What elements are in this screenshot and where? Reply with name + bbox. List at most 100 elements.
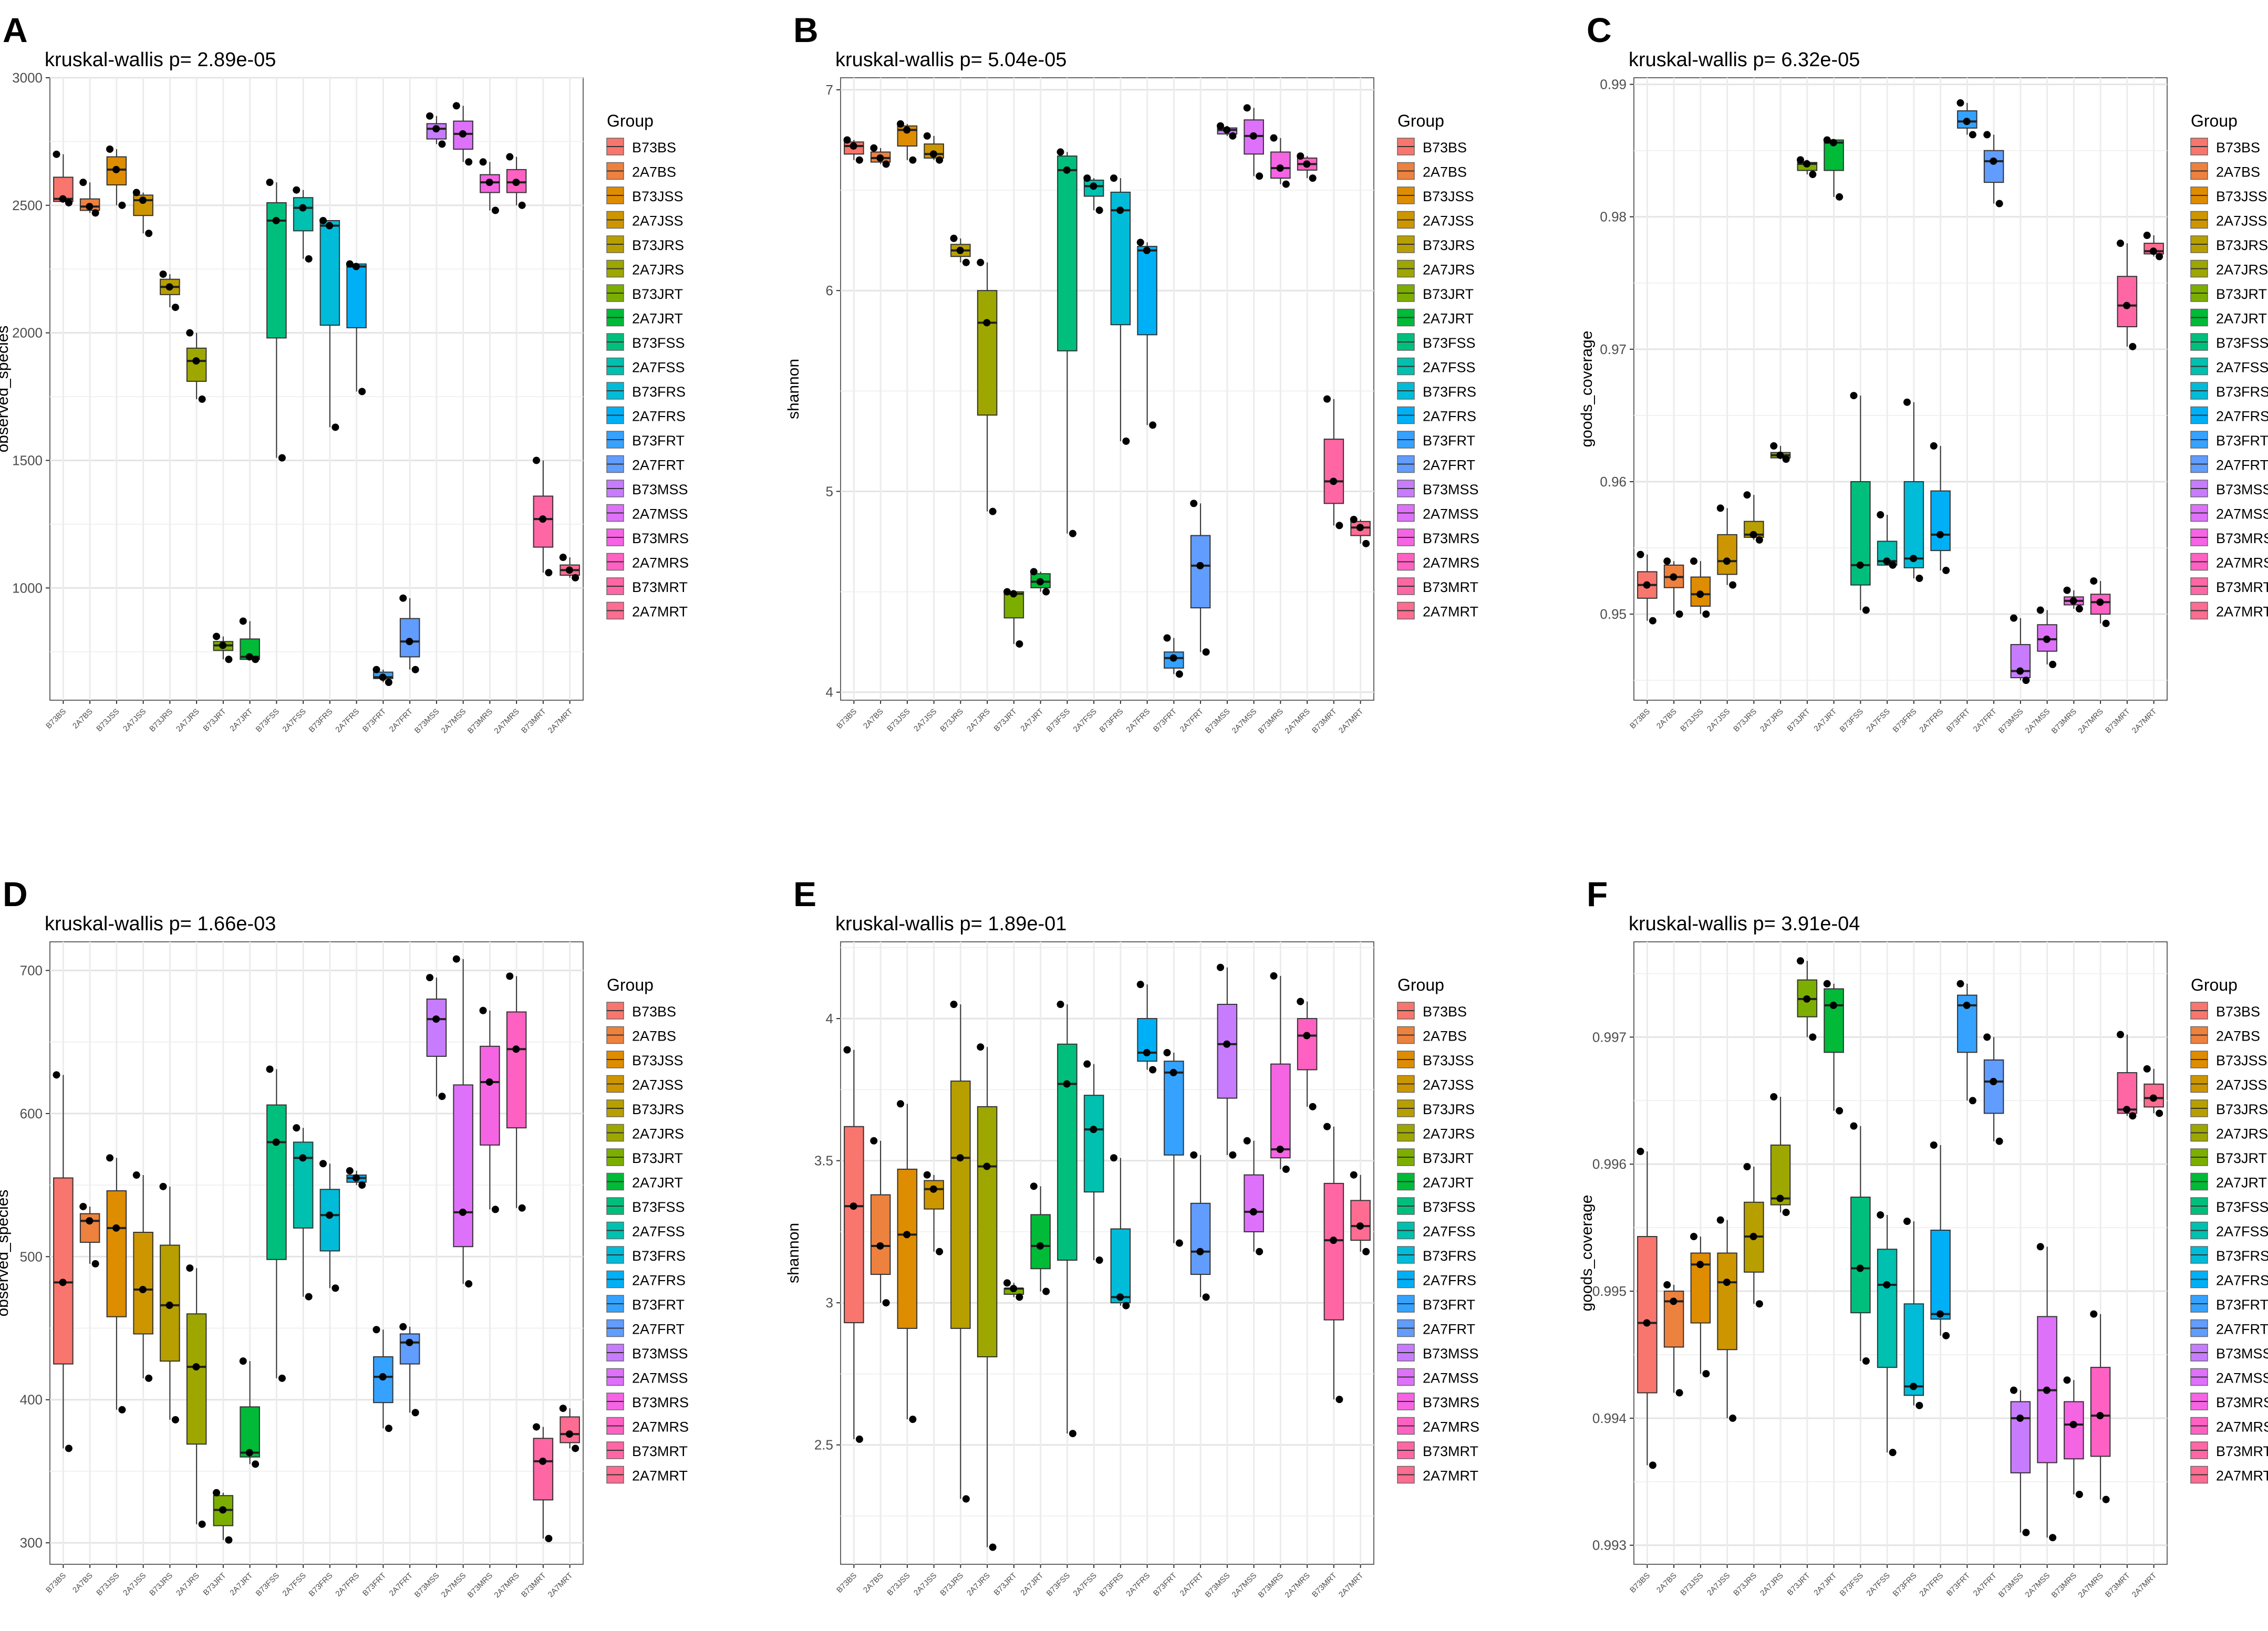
data-point bbox=[426, 112, 434, 120]
legend-label: 2A7BS bbox=[1423, 1029, 1467, 1044]
box-body bbox=[1350, 1200, 1371, 1241]
data-point bbox=[59, 1279, 67, 1286]
data-point bbox=[1350, 515, 1358, 523]
data-point bbox=[1877, 1211, 1884, 1219]
legend-label: B73MSS bbox=[1423, 1346, 1479, 1362]
x-tick-label: B73JRT bbox=[992, 707, 1019, 733]
data-point bbox=[1963, 1001, 1971, 1009]
data-point bbox=[1090, 1126, 1097, 1134]
box-2A7MRT bbox=[2143, 232, 2164, 261]
x-tick-label: 2A7MRS bbox=[492, 707, 521, 735]
box-2A7FSS bbox=[293, 1124, 314, 1301]
legend-item-B73JRS: B73JRS bbox=[606, 1099, 684, 1117]
data-point bbox=[1069, 1430, 1076, 1438]
legend-item-2A7MSS: 2A7MSS bbox=[1397, 1368, 1479, 1386]
x-tick-label: B73MRT bbox=[2104, 707, 2132, 735]
data-point bbox=[1016, 1293, 1023, 1301]
data-point bbox=[876, 154, 884, 162]
data-point bbox=[870, 1137, 878, 1145]
data-point bbox=[266, 1065, 274, 1073]
data-point bbox=[1877, 511, 1884, 519]
y-tick-label: 1000 bbox=[12, 580, 43, 596]
data-point bbox=[326, 1211, 334, 1219]
data-point bbox=[1143, 1049, 1151, 1057]
data-point bbox=[112, 165, 120, 173]
legend-label: 2A7JRS bbox=[632, 262, 684, 278]
box-B73MRT bbox=[2117, 1031, 2138, 1120]
x-tick-label: 2A7FRT bbox=[1178, 707, 1205, 734]
data-point bbox=[91, 1260, 99, 1268]
legend-item-B73JSS: B73JSS bbox=[606, 1051, 683, 1068]
x-tick-label: 2A7JRS bbox=[965, 1571, 992, 1598]
box-B73MRT bbox=[533, 1423, 554, 1542]
data-point bbox=[192, 1363, 200, 1371]
data-point bbox=[1782, 1209, 1790, 1217]
box-body bbox=[1983, 150, 2004, 183]
data-point bbox=[533, 456, 541, 464]
legend-item-B73BS: B73BS bbox=[2190, 138, 2260, 155]
data-point bbox=[512, 179, 520, 186]
data-point bbox=[882, 1299, 890, 1307]
legend-item-B73FSS: B73FSS bbox=[606, 333, 685, 351]
legend-label: 2A7MRT bbox=[2216, 1468, 2268, 1484]
box-2A7JRS bbox=[1770, 442, 1791, 463]
data-point bbox=[1990, 1078, 1997, 1086]
data-point bbox=[1057, 148, 1064, 156]
legend-item-B73JSS: B73JSS bbox=[1397, 186, 1474, 204]
data-point bbox=[465, 1280, 473, 1288]
data-point bbox=[1809, 1033, 1817, 1041]
legend-label: 2A7JRT bbox=[1423, 311, 1474, 327]
box-2A7JSS bbox=[1716, 504, 1737, 589]
legend-item-2A7MRS: 2A7MRS bbox=[606, 1417, 689, 1435]
data-point bbox=[533, 1423, 541, 1431]
data-point bbox=[983, 1162, 991, 1170]
data-point bbox=[1110, 174, 1118, 182]
box-2A7MSS bbox=[1243, 104, 1264, 180]
data-point bbox=[2075, 1490, 2083, 1498]
legend-item-2A7FRS: 2A7FRS bbox=[2190, 406, 2268, 424]
box-B73FSS bbox=[1057, 148, 1078, 537]
legend-label: B73MSS bbox=[1423, 482, 1479, 497]
y-tick-label: 2.5 bbox=[814, 1437, 833, 1453]
legend-label: B73JSS bbox=[632, 1053, 683, 1068]
box-B73MRT bbox=[2117, 240, 2138, 350]
data-point bbox=[956, 246, 964, 254]
x-tick-label: 2A7JRT bbox=[1812, 707, 1838, 733]
x-tick-label: B73FRS bbox=[307, 707, 335, 734]
data-point bbox=[1803, 160, 1811, 168]
legend-item-B73FRS: B73FRS bbox=[2190, 1246, 2268, 1264]
data-point bbox=[2090, 577, 2098, 585]
data-point bbox=[1270, 134, 1278, 142]
legend-item-2A7JSS: 2A7JSS bbox=[2190, 1075, 2267, 1093]
box-2A7FRT bbox=[1983, 1033, 2004, 1145]
legend-item-2A7FRS: 2A7FRS bbox=[606, 406, 686, 424]
x-tick-label: B73JRT bbox=[1786, 1571, 1812, 1597]
data-point bbox=[1990, 157, 1997, 165]
legend-item-2A7MRT: 2A7MRT bbox=[1397, 601, 1478, 620]
box-body bbox=[1877, 1249, 1898, 1368]
y-tick-label: 0.96 bbox=[1600, 474, 1627, 490]
box-body bbox=[924, 1180, 944, 1210]
data-point bbox=[352, 1174, 360, 1182]
data-point bbox=[962, 258, 970, 266]
data-point bbox=[1797, 957, 1805, 965]
legend-label: B73BS bbox=[632, 1004, 676, 1020]
legend-title: Group bbox=[2191, 111, 2238, 130]
legend-label: B73FRT bbox=[632, 1297, 685, 1313]
legend-label: B73MRT bbox=[1423, 1443, 1478, 1459]
data-point bbox=[2043, 1386, 2050, 1394]
legend-label: B73JRS bbox=[632, 1102, 684, 1117]
data-point bbox=[1163, 1049, 1171, 1057]
box-B73MSS bbox=[426, 974, 447, 1100]
legend-label: B73FSS bbox=[1423, 335, 1476, 351]
legend-label: B73JRS bbox=[2216, 237, 2268, 253]
box-body bbox=[1110, 191, 1131, 326]
data-point bbox=[1010, 1285, 1018, 1293]
data-point bbox=[1915, 1401, 1923, 1409]
data-point bbox=[1649, 1461, 1656, 1469]
data-point bbox=[977, 258, 985, 266]
data-point bbox=[406, 1338, 413, 1346]
x-tick-label: 2A7JRS bbox=[1758, 1571, 1785, 1598]
legend-label: 2A7MRS bbox=[632, 555, 689, 571]
